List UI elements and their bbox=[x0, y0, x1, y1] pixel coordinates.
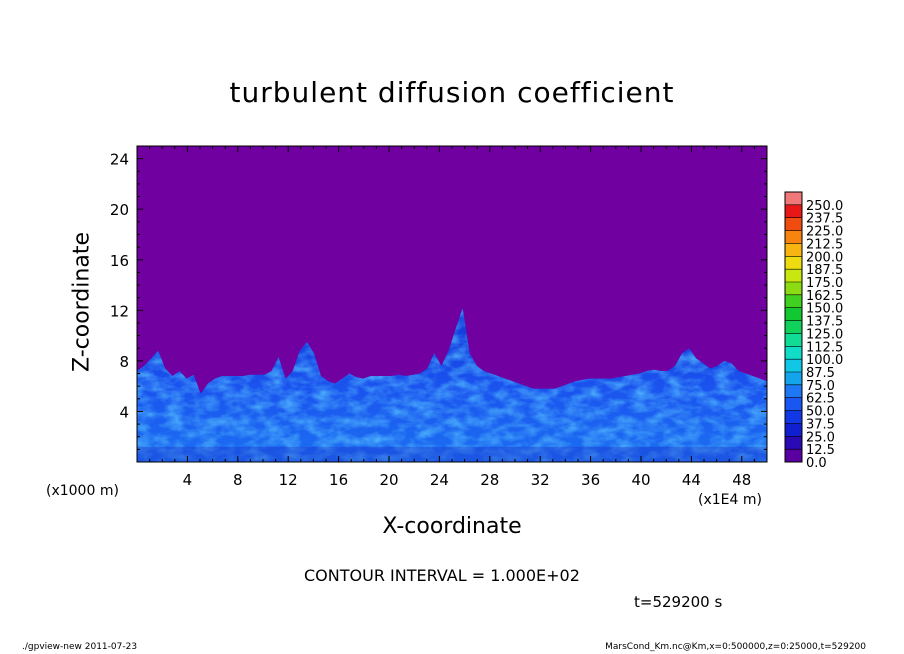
colorbar-label: 212.5 bbox=[806, 237, 843, 252]
y-tick-label: 16 bbox=[110, 252, 129, 270]
colorbar-label: 75.0 bbox=[806, 379, 835, 394]
x-tick-label: 36 bbox=[581, 471, 600, 489]
colorbar-swatch bbox=[785, 204, 802, 218]
colorbar-label: 237.5 bbox=[806, 212, 843, 227]
y-tick-label: 24 bbox=[110, 151, 129, 169]
colorbar-swatch bbox=[785, 423, 802, 437]
colorbar-label: 50.0 bbox=[806, 405, 835, 420]
colorbar-label: 162.5 bbox=[806, 289, 843, 304]
chart-title: turbulent diffusion coefficient bbox=[229, 76, 675, 109]
colorbar-label: 12.5 bbox=[806, 443, 835, 458]
colorbar-swatch bbox=[785, 436, 802, 450]
x-tick-label: 44 bbox=[682, 471, 701, 489]
footer-right: MarsCond_Km.nc@Km,x=0:500000,z=0:25000,t… bbox=[605, 642, 866, 652]
boundary-layer-texture bbox=[137, 307, 767, 462]
colorbar-label: 225.0 bbox=[806, 225, 843, 240]
colorbar-swatch bbox=[785, 359, 802, 372]
surface-band bbox=[137, 446, 767, 462]
y-tick-label: 12 bbox=[110, 302, 129, 320]
colorbar-label: 175.0 bbox=[806, 276, 843, 291]
colorbar-swatch bbox=[785, 230, 802, 244]
x-tick-label: 28 bbox=[480, 471, 499, 489]
colorbar-swatch bbox=[785, 269, 802, 282]
colorbar-swatch bbox=[785, 192, 802, 205]
colorbar-label: 100.0 bbox=[806, 353, 843, 368]
colorbar-label: 62.5 bbox=[806, 392, 835, 407]
colorbar: 0.012.525.037.550.062.575.087.5100.0112.… bbox=[784, 191, 843, 471]
x-tick-label: 48 bbox=[732, 471, 751, 489]
y-axis-label: Z-coordinate bbox=[69, 232, 95, 372]
colorbar-swatch bbox=[785, 397, 802, 411]
time-label: t=529200 s bbox=[634, 593, 723, 611]
contour-interval-note: CONTOUR INTERVAL = 1.000E+02 bbox=[304, 566, 580, 585]
x-tick-label: 32 bbox=[531, 471, 550, 489]
colorbar-label: 137.5 bbox=[806, 315, 843, 330]
x-unit-right: (x1E4 m) bbox=[698, 492, 762, 508]
colorbar-swatch bbox=[785, 282, 802, 295]
colorbar-label: 250.0 bbox=[806, 199, 843, 214]
colorbar-swatch bbox=[785, 449, 802, 462]
x-axis: 4 8 12 16 20 24 28 32 36 40 44 48 bbox=[149, 146, 755, 489]
x-tick-label: 12 bbox=[279, 471, 298, 489]
colorbar-swatch bbox=[785, 346, 802, 360]
y-tick-label: 20 bbox=[110, 201, 129, 219]
y-tick-label: 4 bbox=[119, 403, 129, 421]
colorbar-label: 125.0 bbox=[806, 327, 843, 342]
colorbar-swatch bbox=[785, 243, 802, 257]
colorbar-swatch bbox=[785, 320, 802, 334]
x-tick-label: 40 bbox=[631, 471, 650, 489]
colorbar-swatch bbox=[785, 372, 802, 385]
x-tick-label: 4 bbox=[183, 471, 193, 489]
colorbar-label: 150.0 bbox=[806, 302, 843, 317]
colorbar-label: 37.5 bbox=[806, 417, 835, 432]
y-axis: 4 8 12 16 20 24 bbox=[110, 151, 767, 450]
colorbar-swatch bbox=[785, 294, 802, 308]
colorbar-swatch bbox=[785, 333, 802, 347]
x-tick-label: 20 bbox=[379, 471, 398, 489]
colorbar-swatch bbox=[785, 217, 802, 231]
colorbar-label: 112.5 bbox=[806, 340, 843, 355]
y-tick-label: 8 bbox=[119, 353, 129, 371]
colorbar-label: 87.5 bbox=[806, 366, 835, 381]
colorbar-swatch bbox=[785, 410, 802, 424]
colorbar-label: 187.5 bbox=[806, 263, 843, 278]
x-tick-label: 24 bbox=[430, 471, 449, 489]
x-unit-left: (x1000 m) bbox=[46, 483, 119, 499]
colorbar-label: 200.0 bbox=[806, 250, 843, 265]
colorbar-swatch bbox=[785, 256, 802, 270]
colorbar-swatch bbox=[785, 384, 802, 398]
colorbar-swatch bbox=[785, 307, 802, 321]
x-tick-label: 16 bbox=[329, 471, 348, 489]
footer-left: ./gpview-new 2011-07-23 bbox=[22, 642, 138, 652]
x-axis-label: X-coordinate bbox=[382, 514, 522, 539]
colorbar-label: 0.0 bbox=[806, 456, 827, 471]
colorbar-label: 25.0 bbox=[806, 430, 835, 445]
x-tick-label: 8 bbox=[233, 471, 243, 489]
